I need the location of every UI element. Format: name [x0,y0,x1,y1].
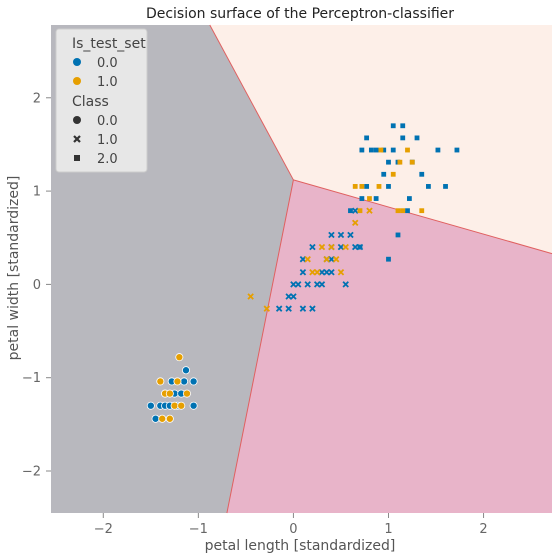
point-test0-class0 [190,402,197,409]
legend-marker-test0 [73,58,81,66]
point-test0-class2 [415,136,420,141]
point-test0-class2 [391,123,396,128]
legend-label-class2: 2.0 [97,152,118,167]
point-test0-class0 [180,378,187,385]
point-test1-class0 [159,415,166,422]
point-test0-class2 [359,196,364,201]
point-test1-class2 [419,208,424,213]
point-test1-class2 [397,160,402,165]
legend: Is_test_set 0.0 1.0 Class 0.0 1.0 2.0 [56,29,147,172]
point-test0-class0 [147,402,154,409]
point-test0-class2 [396,233,401,238]
point-test1-class2 [353,184,358,189]
point-test1-class2 [405,148,410,153]
point-test0-class2 [400,136,405,141]
point-test0-class2 [364,184,369,189]
legend-marker-test1 [73,77,81,85]
legend-marker-class2 [74,155,80,161]
point-test0-class0 [190,378,197,385]
y-tick-label-1: −1 [22,371,41,386]
point-test1-class2 [359,184,364,189]
point-test1-class2 [410,160,415,165]
point-test0-class2 [348,208,353,213]
point-test0-class2 [359,148,364,153]
point-test0-class2 [405,208,410,213]
point-test1-class0 [174,378,181,385]
point-test0-class2 [374,196,379,201]
point-test0-class2 [455,148,460,153]
point-test0-class2 [381,172,386,177]
x-tick-label-0: −2 [94,522,113,537]
point-test1-class0 [157,378,164,385]
point-test0-class2 [386,160,391,165]
chart-title: Decision surface of the Perceptron-class… [146,6,454,22]
point-test1-class2 [377,184,382,189]
point-test0-class2 [407,196,412,201]
point-test0-class2 [374,148,379,153]
point-test0-class2 [386,257,391,262]
x-axis-label: petal length [standardized] [205,538,396,554]
point-test1-class0 [171,402,178,409]
y-tick-label-3: 1 [33,185,41,200]
x-tick-label-4: 2 [479,522,487,537]
y-tick-label-4: 2 [33,91,41,106]
point-test0-class2 [436,148,441,153]
point-test0-class2 [358,245,363,250]
point-test1-class2 [378,148,383,153]
point-test1-class2 [367,196,372,201]
legend-label-test1: 1.0 [97,75,118,90]
x-tick-label-3: 1 [384,522,392,537]
point-test0-class2 [443,184,448,189]
x-tick-label-1: −1 [189,522,208,537]
point-test1-class2 [400,208,405,213]
point-test1-class0 [183,390,190,397]
point-test0-class2 [391,148,396,153]
point-test1-class2 [391,172,396,177]
legend-group1-title: Is_test_set [72,36,146,52]
point-test0-class2 [419,172,424,177]
legend-label-class1: 1.0 [97,133,118,148]
point-test1-class0 [166,415,173,422]
point-test1-class2 [396,208,401,213]
point-test0-class2 [426,184,431,189]
point-test0-class2 [386,184,391,189]
y-axis-label: petal width [standardized] [6,176,22,361]
x-tick-label-2: 0 [289,522,297,537]
point-test1-class0 [166,390,173,397]
y-tick-label-0: −2 [22,465,41,480]
point-test0-class0 [182,367,189,374]
y-tick-label-2: 0 [33,278,41,293]
point-test0-class2 [369,148,374,153]
legend-marker-class0 [73,116,81,124]
point-test0-class2 [364,136,369,141]
legend-label-class0: 0.0 [97,114,118,129]
point-test1-class0 [178,402,185,409]
point-test0-class0 [152,415,159,422]
legend-label-test0: 0.0 [97,56,118,71]
legend-group2-title: Class [72,94,109,110]
point-test0-class2 [400,123,405,128]
point-test1-class2 [358,208,363,213]
point-test1-class0 [176,354,183,361]
